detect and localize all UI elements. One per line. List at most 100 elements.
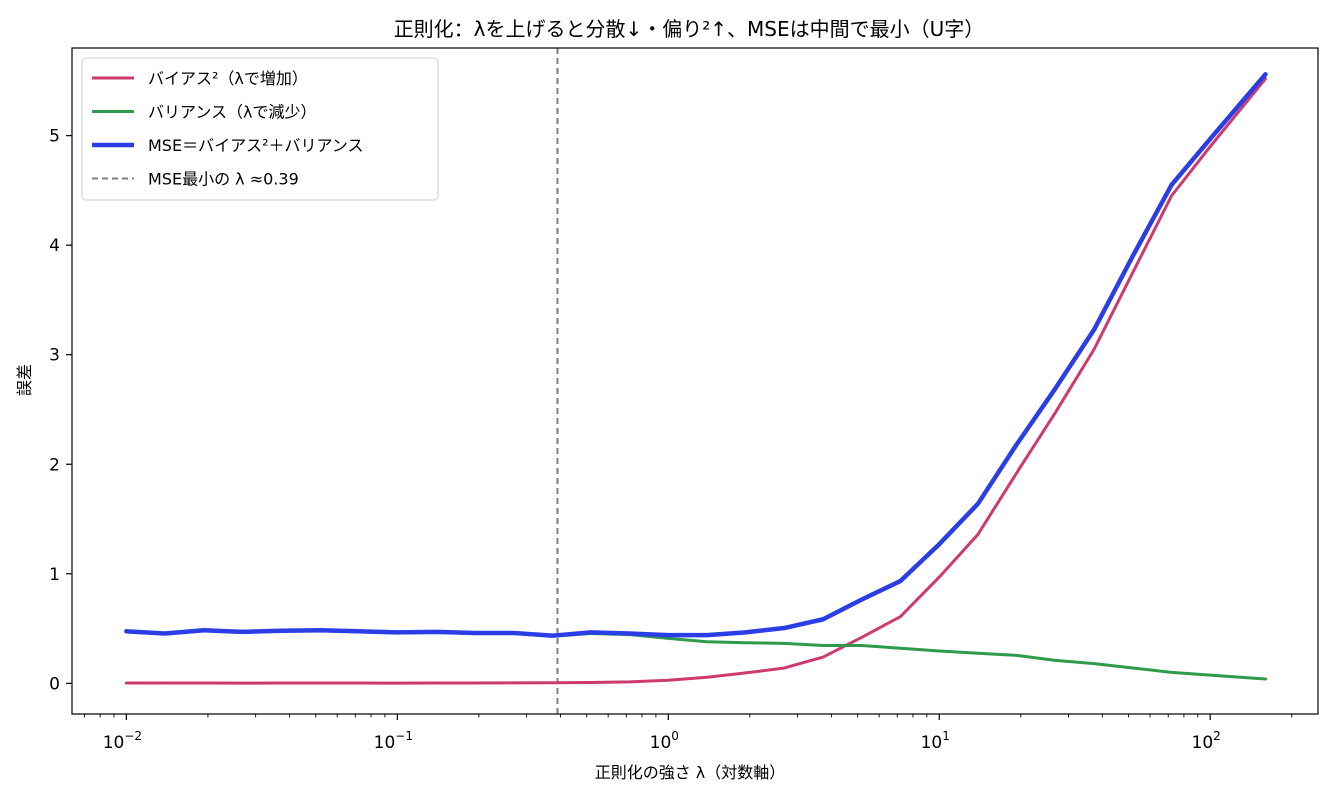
legend-box <box>81 57 439 201</box>
series-2-point <box>435 631 437 633</box>
series-2-point <box>744 631 747 634</box>
x-tick-label: 100 <box>650 729 679 753</box>
series-1-point <box>1170 671 1173 674</box>
series-2-point <box>396 631 399 634</box>
series-0-point <box>396 682 399 684</box>
plot-area <box>124 48 1268 714</box>
series-2-point <box>938 543 941 546</box>
series-1-point <box>1093 662 1095 665</box>
series-0-point <box>1054 411 1057 414</box>
series-0-point <box>1015 472 1018 474</box>
series-2-point <box>357 630 360 633</box>
legend-label: バイアス²（λで増加） <box>148 69 308 88</box>
x-tick-label: 101 <box>921 729 950 753</box>
series-0-point <box>473 682 476 684</box>
series-1-point <box>1209 674 1211 676</box>
series-0-point <box>1131 271 1134 274</box>
legend-label: バリアンス（λで減少） <box>148 103 317 122</box>
series-2-point <box>1093 328 1095 331</box>
series-2-point <box>667 634 670 636</box>
legend: バイアス²（λで増加） バリアンス（λで減少） MSE＝バイアス²＋バリアンス MSE… <box>81 57 439 201</box>
y-tick-label: 3 <box>49 346 60 366</box>
series-2-point <box>706 634 708 636</box>
series-1-point <box>822 644 824 647</box>
series-2-point <box>202 629 205 632</box>
series-0-point <box>744 672 747 674</box>
x-tick-label: 102 <box>1192 729 1221 753</box>
series-0-point <box>164 682 166 684</box>
series-0-point <box>899 615 902 618</box>
series-0-point <box>280 682 283 684</box>
y-tick-label: 2 <box>49 455 60 475</box>
x-axis-label: 正則化の強さ λ（対数軸） <box>595 763 786 782</box>
series-0-point <box>706 676 708 679</box>
series-1-point <box>1131 667 1134 669</box>
series-0-point <box>861 636 863 639</box>
series-1-point <box>977 652 979 655</box>
legend-label: MSE最小の λ ≈0.39 <box>148 170 299 189</box>
series-0-point <box>1093 348 1095 351</box>
series-0-point <box>977 533 979 536</box>
series-2-point <box>1170 184 1173 186</box>
y-tick-label: 0 <box>49 674 60 694</box>
series-1-point <box>861 644 863 647</box>
y-tick-label: 5 <box>49 127 60 147</box>
series-2-point <box>628 632 631 635</box>
y-tick-label: 1 <box>49 565 60 585</box>
series-1-point <box>1015 654 1018 657</box>
series-2-point <box>1054 387 1057 390</box>
series-2-point <box>899 580 902 582</box>
series-2-point <box>977 502 979 505</box>
series-1-point <box>938 650 941 652</box>
series-1-point <box>667 637 670 640</box>
y-tick-label: 4 <box>49 236 60 256</box>
series-0-point <box>357 682 360 684</box>
series-1-point <box>783 642 786 645</box>
chart-title: 正則化：λを上げると分散↓・偏り²↑、MSEは中間で最小（U字） <box>394 17 985 41</box>
series-2-point <box>1264 73 1267 76</box>
series-0-point <box>783 667 786 669</box>
series-0-point <box>938 576 941 578</box>
series-1-point <box>706 640 708 643</box>
series-2-point <box>822 618 824 621</box>
series-0-point <box>202 682 205 684</box>
legend-label: MSE＝バイアス²＋バリアンス <box>148 136 364 155</box>
series-2-point <box>1015 443 1018 446</box>
series-2-point <box>861 598 863 601</box>
axes-frame <box>71 47 1319 715</box>
series-0-point <box>241 682 244 684</box>
series-2-point <box>590 631 592 634</box>
series-2-point <box>1209 138 1211 140</box>
series-0-point <box>1209 145 1211 148</box>
series-0-point <box>512 682 515 684</box>
series-0-point <box>822 656 824 658</box>
series-line-0 <box>124 77 1267 685</box>
series-2-point <box>473 632 476 634</box>
series-2-point <box>1131 255 1134 257</box>
series-2-point <box>164 632 166 635</box>
series-1-point <box>1264 678 1267 680</box>
series-0-point <box>435 682 437 684</box>
series-2-point <box>512 632 515 634</box>
series-2-point <box>783 627 786 629</box>
series-0-point <box>125 682 128 684</box>
series-2-point <box>319 629 321 632</box>
series-1-point <box>899 647 902 650</box>
series-0-point <box>628 681 631 683</box>
series-1-point <box>1054 659 1057 662</box>
series-2-point <box>551 634 554 637</box>
axes: 0 1 2 3 4 5 10−2 10−1 100 101 102 <box>49 47 1319 753</box>
series-2-point <box>125 630 128 633</box>
series-line-2 <box>124 72 1268 638</box>
x-tick-label: 10−2 <box>103 729 142 753</box>
series-0-point <box>667 679 670 682</box>
x-tick-label: 10−1 <box>374 729 413 753</box>
series-0-point <box>319 682 321 684</box>
series-0-point <box>551 681 554 684</box>
series-0-point <box>1264 77 1267 80</box>
series-1-point <box>744 641 747 644</box>
series-line-1 <box>124 629 1267 681</box>
series-2-point <box>280 629 283 632</box>
series-2-point <box>241 631 244 633</box>
